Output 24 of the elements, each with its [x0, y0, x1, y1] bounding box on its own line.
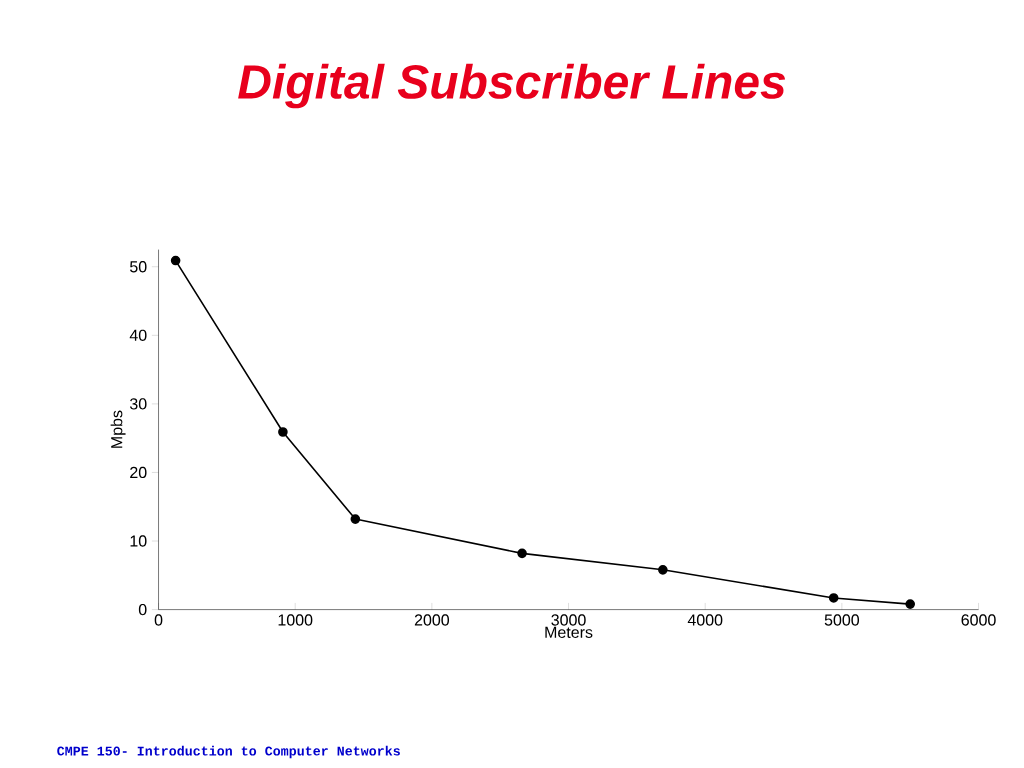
x-tick-label: 2000 [414, 614, 450, 626]
x-tick-label: 6000 [961, 614, 996, 626]
point [517, 548, 527, 559]
y-tick-label: 30 [129, 398, 147, 410]
y-tick-label: 40 [129, 329, 147, 341]
y-axis-title: Mpbs [110, 410, 126, 448]
text: CMPE 150- Introduction to Computer Networks [57, 745, 400, 759]
point [350, 514, 361, 524]
chart-title: Digital Subscriber Lines [238, 63, 786, 109]
x-axis-title: Meters [545, 626, 593, 638]
point [278, 427, 288, 437]
x-tick-label: 5000 [824, 614, 860, 626]
y-tick-label: 20 [130, 466, 147, 479]
x-tick-label: 4000 [687, 614, 723, 626]
point [905, 599, 916, 609]
x-tick-label: 1000 [278, 614, 313, 626]
x-tick-label: 3000 [551, 614, 586, 626]
y-tick-label: 0 [138, 603, 147, 616]
y-tick-label: 50 [130, 261, 147, 273]
point [828, 593, 839, 603]
y-tick-label: 10 [130, 535, 147, 547]
x-tick-label: 0 [154, 614, 163, 626]
point [658, 565, 668, 575]
point [170, 255, 181, 266]
